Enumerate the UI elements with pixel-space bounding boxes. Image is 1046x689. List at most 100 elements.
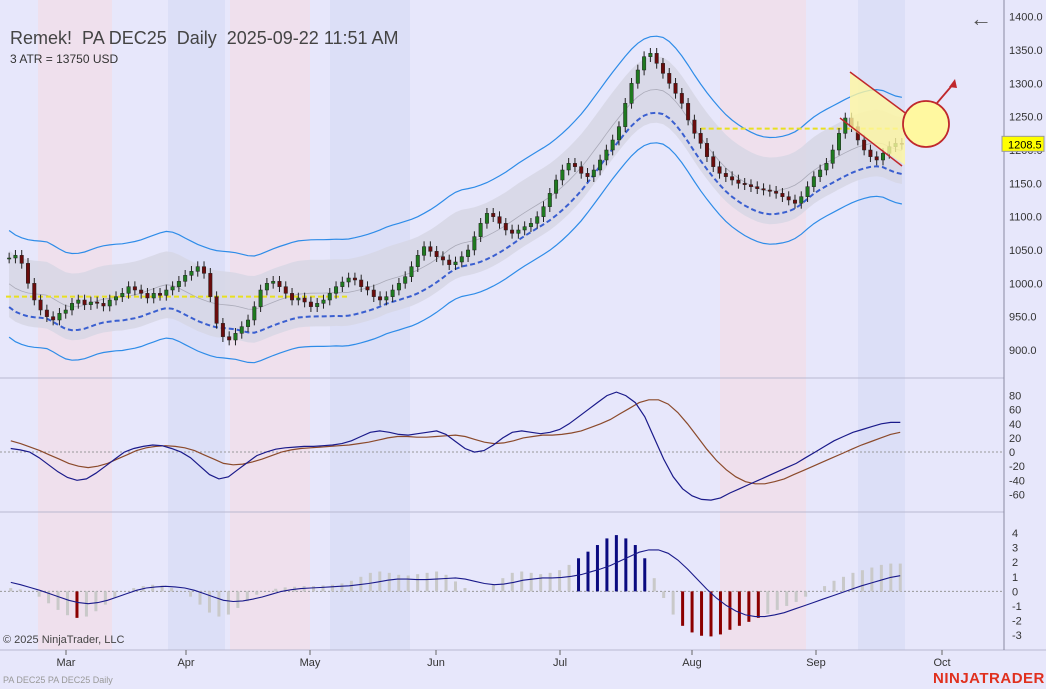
candle-body	[365, 286, 370, 291]
candle-body	[610, 139, 615, 151]
price-tick-label: 1100.0	[1009, 212, 1042, 224]
histogram-bar	[454, 581, 457, 592]
candle-body	[522, 226, 527, 231]
copyright-label: © 2025 NinjaTrader, LLC	[3, 634, 125, 646]
candle-body	[780, 193, 785, 197]
candle-body	[748, 184, 753, 187]
candle-body	[466, 249, 471, 257]
candle-body	[824, 163, 829, 171]
candle-body	[503, 223, 508, 231]
histogram-bar	[226, 591, 230, 615]
histogram-bar	[718, 591, 722, 635]
candle-body	[459, 256, 464, 263]
breakout-circle	[902, 100, 950, 148]
month-label: Aug	[682, 657, 702, 669]
oscillator-fast-line	[10, 391, 901, 501]
price-tick-label: 1400.0	[1009, 12, 1043, 24]
histogram-bar	[103, 591, 107, 605]
histogram-bar	[700, 591, 704, 636]
candle-body	[742, 183, 747, 185]
candle-body	[359, 279, 364, 287]
histogram-bar	[548, 572, 552, 592]
candle-body	[38, 299, 43, 311]
histogram-bar	[207, 591, 211, 613]
candle-body	[88, 301, 93, 305]
histogram-bar	[804, 591, 808, 597]
candle-body	[862, 139, 867, 151]
histogram-bar	[737, 591, 741, 626]
candle-body	[761, 188, 766, 191]
histogram-bar	[406, 575, 410, 592]
histogram-bar	[283, 587, 287, 592]
candle-body	[874, 156, 879, 161]
candle-body	[698, 133, 703, 144]
candle-body	[252, 306, 257, 321]
back-arrow-icon[interactable]: ←	[970, 6, 992, 31]
histogram-bar	[491, 584, 495, 592]
candle-body	[145, 293, 150, 299]
candle-body	[396, 283, 401, 291]
histogram-bar	[444, 574, 448, 592]
histogram-bar	[416, 574, 420, 592]
candle-body	[352, 277, 357, 281]
candle-body	[472, 236, 477, 251]
last-price-badge	[1001, 135, 1045, 152]
histogram-tick-label: -1	[1012, 601, 1022, 613]
histogram-bar	[879, 564, 883, 592]
candle-body	[13, 255, 18, 259]
candle-body	[19, 255, 24, 264]
price-tick-label: 1000.0	[1009, 278, 1043, 290]
histogram-tick-label: 3	[1012, 543, 1018, 555]
candle-body	[57, 313, 62, 321]
candle-body	[32, 283, 37, 301]
candle-body	[44, 309, 49, 317]
candle-body	[346, 277, 351, 283]
breakout-arrow-head	[949, 79, 957, 88]
candle-body	[786, 196, 791, 201]
histogram-panel	[0, 535, 1004, 637]
price-tick-label: 1250.0	[1009, 112, 1043, 124]
candle-body	[629, 83, 634, 104]
candle-body	[868, 149, 873, 157]
histogram-bar	[728, 591, 732, 630]
histogram-bar	[851, 572, 855, 592]
midline	[8, 89, 902, 310]
histogram-bar	[151, 584, 155, 592]
candle-body	[195, 266, 200, 272]
candle-body	[434, 251, 439, 257]
candle-body	[422, 246, 427, 256]
histogram-bar	[56, 591, 60, 610]
month-label: Sep	[806, 657, 826, 669]
candle-body	[183, 275, 188, 282]
histogram-bar	[189, 591, 193, 597]
histogram-bar	[709, 591, 713, 637]
candle-body	[585, 173, 590, 177]
histogram-tick-label: -2	[1012, 616, 1022, 628]
candle-body	[51, 316, 56, 321]
price-panel	[6, 35, 957, 364]
histogram-bar	[198, 591, 202, 605]
candle-body	[510, 229, 515, 234]
oscillator-tick-label: 60	[1009, 405, 1021, 417]
candle-body	[686, 103, 691, 121]
candle-body	[566, 163, 571, 171]
candle-body	[151, 293, 156, 299]
candle-body	[378, 296, 383, 301]
histogram-bar	[529, 572, 533, 592]
axes: 1400.01350.01300.01250.01200.01150.01100…	[0, 0, 1046, 669]
candle-body	[579, 166, 584, 174]
candle-body	[139, 289, 144, 294]
histogram-bar	[18, 589, 22, 592]
histogram-tick-label: 1	[1012, 572, 1018, 584]
histogram-bar	[236, 591, 240, 608]
oscillator-tick-label: 20	[1009, 433, 1021, 445]
candle-body	[70, 303, 74, 311]
histogram-bar	[633, 545, 637, 592]
month-label: Oct	[933, 657, 950, 669]
candle-body	[478, 223, 483, 237]
candle-body	[623, 103, 628, 127]
candle-body	[208, 273, 213, 297]
histogram-bar	[794, 591, 798, 602]
histogram-tick-label: 0	[1012, 586, 1018, 598]
candle-body	[843, 117, 848, 134]
